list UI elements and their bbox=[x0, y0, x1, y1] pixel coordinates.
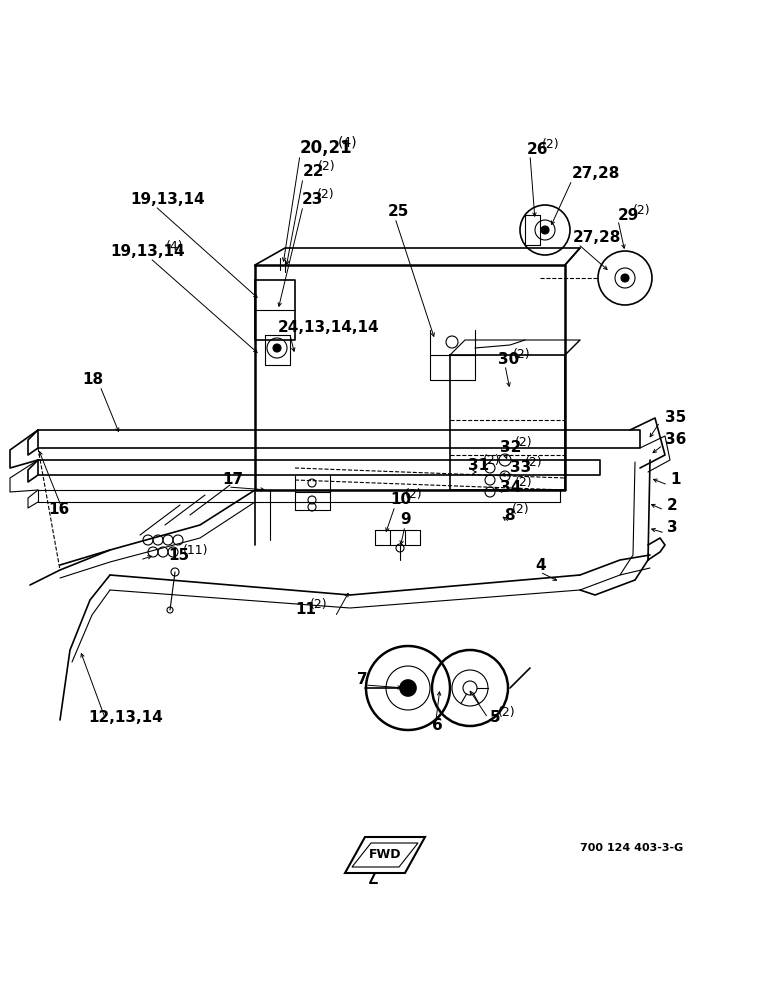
Text: (2): (2) bbox=[405, 488, 422, 501]
Text: (2): (2) bbox=[317, 160, 335, 173]
Text: (2): (2) bbox=[498, 706, 516, 719]
Text: 29: 29 bbox=[618, 209, 639, 224]
Text: FWD: FWD bbox=[369, 848, 401, 861]
Text: (2): (2) bbox=[310, 598, 327, 611]
Text: 33: 33 bbox=[510, 460, 531, 476]
Text: 12,13,14: 12,13,14 bbox=[88, 710, 163, 726]
Text: (4): (4) bbox=[165, 240, 183, 253]
Text: 11: 11 bbox=[295, 602, 316, 617]
Text: 3: 3 bbox=[667, 520, 678, 536]
Text: 25: 25 bbox=[388, 205, 409, 220]
Text: 5: 5 bbox=[490, 710, 500, 726]
Text: (2): (2) bbox=[512, 503, 530, 516]
Circle shape bbox=[621, 274, 629, 282]
Circle shape bbox=[400, 680, 416, 696]
Polygon shape bbox=[352, 843, 418, 867]
Text: 700 124 403-3-G: 700 124 403-3-G bbox=[580, 843, 683, 853]
Text: (4): (4) bbox=[338, 135, 358, 149]
Text: 26: 26 bbox=[527, 142, 548, 157]
Text: (2): (2) bbox=[513, 348, 530, 361]
Text: (2): (2) bbox=[317, 188, 334, 201]
Text: 2: 2 bbox=[667, 497, 678, 512]
Text: 19,13,14: 19,13,14 bbox=[130, 192, 205, 208]
Text: 22: 22 bbox=[303, 164, 324, 180]
Text: 17: 17 bbox=[222, 473, 243, 488]
Text: 20,21: 20,21 bbox=[300, 139, 353, 157]
Text: (2): (2) bbox=[525, 456, 542, 469]
Text: 6: 6 bbox=[432, 718, 443, 732]
Text: (2): (2) bbox=[515, 476, 532, 489]
Text: (2): (2) bbox=[542, 138, 559, 151]
Text: 32: 32 bbox=[500, 440, 521, 456]
Text: 31: 31 bbox=[468, 458, 489, 474]
Text: (2): (2) bbox=[515, 436, 532, 449]
Text: (11): (11) bbox=[183, 544, 208, 557]
Text: 27,28: 27,28 bbox=[573, 231, 621, 245]
Text: 30: 30 bbox=[498, 353, 520, 367]
Text: 1: 1 bbox=[670, 473, 680, 488]
Text: 23: 23 bbox=[302, 192, 323, 208]
Text: 10: 10 bbox=[390, 492, 411, 508]
Text: 19,13,14: 19,13,14 bbox=[110, 244, 185, 259]
Circle shape bbox=[273, 344, 281, 352]
Text: 27,28: 27,28 bbox=[572, 166, 621, 182]
Text: 8: 8 bbox=[504, 508, 515, 522]
Text: 36: 36 bbox=[665, 432, 686, 448]
Text: 35: 35 bbox=[665, 410, 686, 426]
Text: (2): (2) bbox=[632, 204, 650, 217]
Circle shape bbox=[541, 226, 549, 234]
Text: 16: 16 bbox=[48, 502, 69, 518]
Text: 7: 7 bbox=[357, 672, 367, 688]
Text: 15: 15 bbox=[168, 548, 189, 564]
Text: 34: 34 bbox=[500, 481, 521, 495]
Text: 9: 9 bbox=[400, 512, 411, 528]
Text: 18: 18 bbox=[82, 372, 103, 387]
Text: 4: 4 bbox=[535, 558, 546, 572]
Text: 24,13,14,14: 24,13,14,14 bbox=[278, 320, 380, 336]
Text: (2): (2) bbox=[482, 454, 500, 467]
